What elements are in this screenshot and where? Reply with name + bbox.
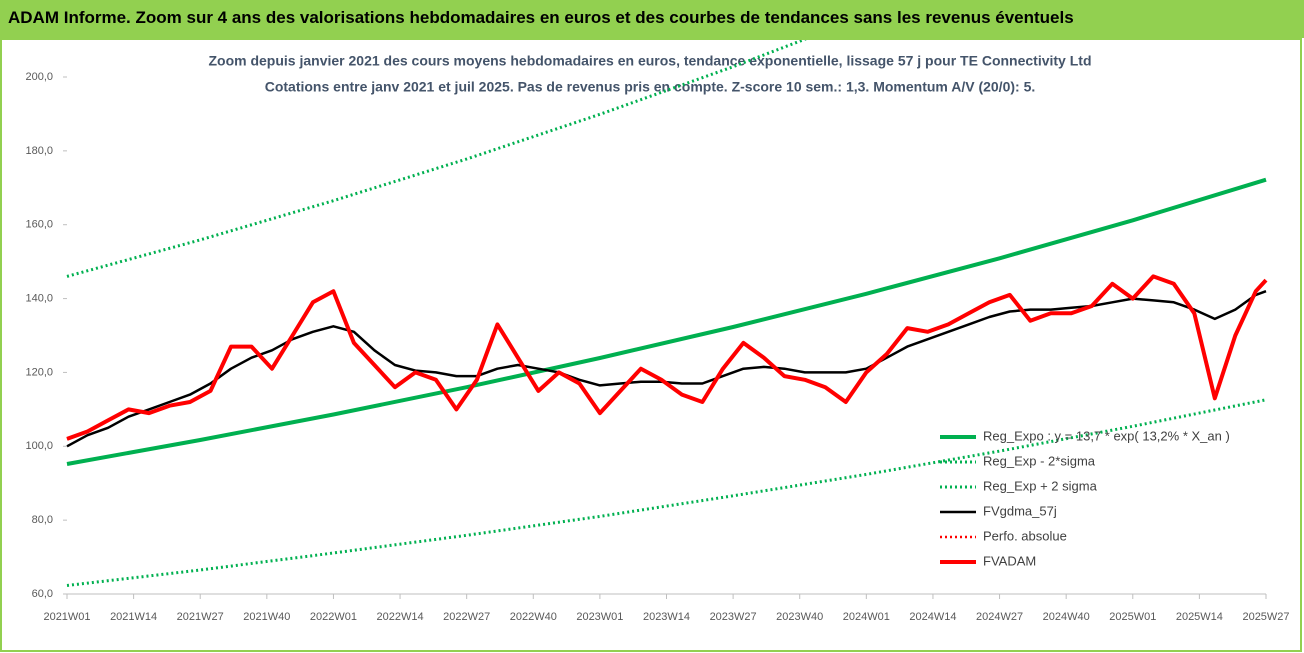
chart: Zoom depuis janvier 2021 des cours moyen… <box>0 38 1302 652</box>
y-tick-label: 100,0 <box>25 440 53 452</box>
x-tick-label: 2023W01 <box>576 611 623 623</box>
y-tick-label: 120,0 <box>25 366 53 378</box>
x-tick-label: 2025W01 <box>1109 611 1156 623</box>
x-tick-label: 2023W40 <box>776 611 823 623</box>
subtitle: Cotations entre janv 2021 et juil 2025. … <box>265 79 1036 95</box>
plot-area <box>66 40 1268 587</box>
x-tick-label: 2021W40 <box>243 611 290 623</box>
x-tick-label: 2023W14 <box>643 611 690 623</box>
legend-label: Reg_Expo : y = 13,7 * exp( 13,2% * X_an … <box>983 428 1230 443</box>
x-tick-label: 2025W27 <box>1242 611 1289 623</box>
x-tick-label: 2021W14 <box>110 611 157 623</box>
x-tick-label: 2024W14 <box>909 611 956 623</box>
legend-label: Reg_Exp + 2 sigma <box>983 478 1098 493</box>
x-tick-label: 2021W27 <box>177 611 224 623</box>
series-line <box>66 177 1267 466</box>
y-tick-label: 60,0 <box>32 588 53 600</box>
y-tick-label: 80,0 <box>32 514 53 526</box>
x-tick-label: 2024W40 <box>1043 611 1090 623</box>
y-tick-label: 200,0 <box>25 71 53 83</box>
legend-label: Reg_Exp - 2*sigma <box>983 453 1096 468</box>
x-tick-label: 2024W01 <box>843 611 890 623</box>
x-tick-label: 2023W27 <box>710 611 757 623</box>
series-line <box>66 398 1267 587</box>
x-tick-label: 2022W40 <box>510 611 557 623</box>
legend-label: FVADAM <box>983 553 1036 568</box>
x-tick-label: 2021W01 <box>43 611 90 623</box>
banner-title: ADAM Informe. Zoom sur 4 ans des valoris… <box>0 0 1304 38</box>
series-line <box>66 290 1267 448</box>
subtitle: Zoom depuis janvier 2021 des cours moyen… <box>208 53 1091 69</box>
x-tick-label: 2025W14 <box>1176 611 1223 623</box>
y-tick-label: 140,0 <box>25 292 53 304</box>
x-tick-label: 2022W01 <box>310 611 357 623</box>
x-tick-label: 2022W27 <box>443 611 490 623</box>
x-tick-label: 2024W27 <box>976 611 1023 623</box>
series-line <box>66 274 1268 441</box>
y-tick-label: 160,0 <box>25 219 53 231</box>
y-tick-label: 180,0 <box>25 145 53 157</box>
legend-label: FVgdma_57j <box>983 503 1057 518</box>
x-tick-label: 2022W14 <box>377 611 424 623</box>
legend-label: Perfo. absolue <box>983 528 1067 543</box>
